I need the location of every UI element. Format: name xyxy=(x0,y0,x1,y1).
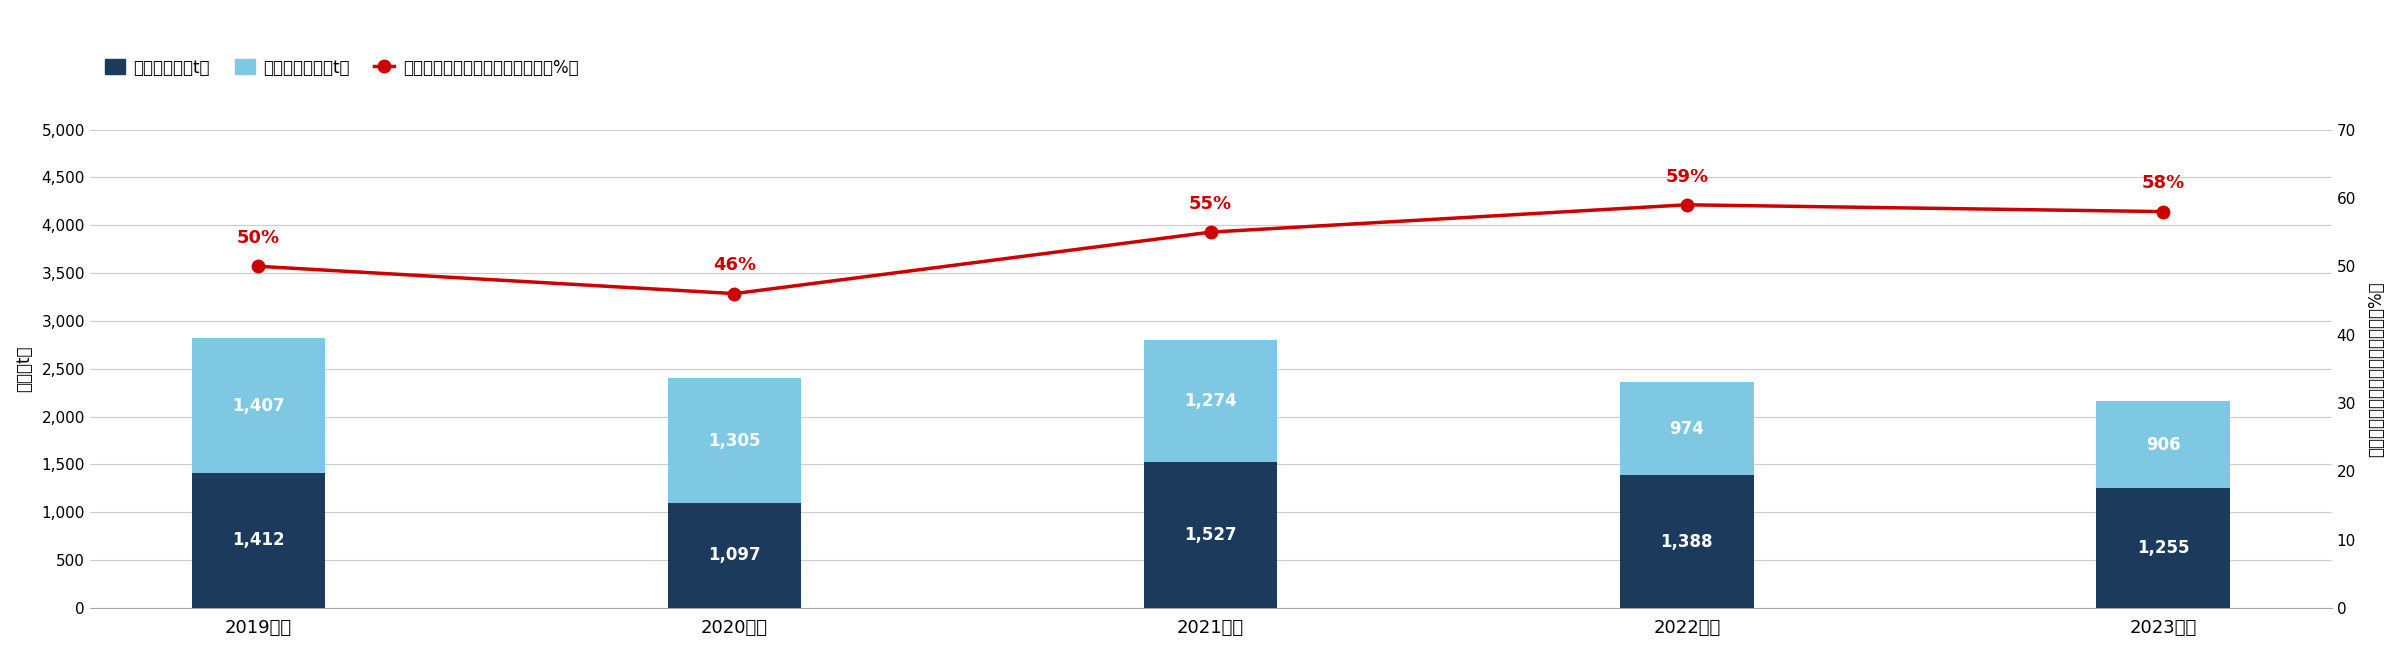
Bar xyxy=(192,338,324,473)
Text: 46%: 46% xyxy=(713,256,756,274)
Text: 974: 974 xyxy=(1670,419,1704,437)
Text: 55%: 55% xyxy=(1188,195,1231,213)
Bar xyxy=(192,473,324,608)
Bar xyxy=(1620,382,1754,475)
Y-axis label: 数量（t）: 数量（t） xyxy=(14,346,34,392)
Text: 1,527: 1,527 xyxy=(1183,526,1236,544)
Text: 1,274: 1,274 xyxy=(1183,392,1236,410)
Text: 1,097: 1,097 xyxy=(708,546,761,565)
Legend: 委託処理量（t）, 有価売却数量（t）, 廃棄物総量に占める委託処理量（%）: 委託処理量（t）, 有価売却数量（t）, 廃棄物総量に占める委託処理量（%） xyxy=(98,52,586,83)
Bar xyxy=(2098,401,2230,488)
Bar xyxy=(667,503,802,608)
Text: 59%: 59% xyxy=(1666,168,1709,186)
Bar xyxy=(1145,462,1277,608)
Text: 1,412: 1,412 xyxy=(233,531,286,550)
Text: 50%: 50% xyxy=(238,229,281,247)
Text: 906: 906 xyxy=(2146,436,2179,454)
Bar xyxy=(2098,488,2230,608)
Text: 58%: 58% xyxy=(2141,175,2184,192)
Text: 1,407: 1,407 xyxy=(233,396,286,415)
Bar xyxy=(1145,340,1277,462)
Bar xyxy=(667,378,802,503)
Y-axis label: 廃棄物総量に占める委託処理量（%）: 廃棄物総量に占める委託処理量（%） xyxy=(2366,281,2386,456)
Text: 1,388: 1,388 xyxy=(1661,533,1714,550)
Bar xyxy=(1620,475,1754,608)
Text: 1,255: 1,255 xyxy=(2136,539,2189,557)
Text: 1,305: 1,305 xyxy=(708,432,761,449)
